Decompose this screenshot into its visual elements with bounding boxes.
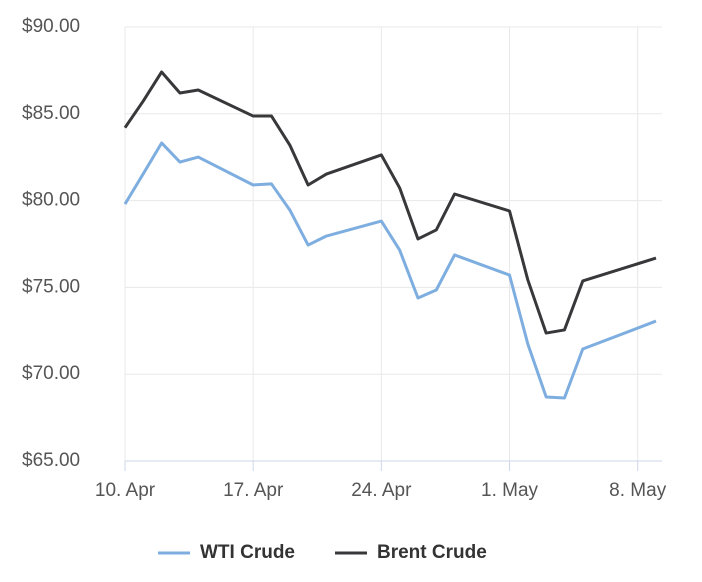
- x-tick-label: 10. Apr: [95, 480, 156, 501]
- y-tick-label: $85.00: [22, 103, 80, 124]
- y-tick-label: $75.00: [22, 276, 80, 297]
- x-tick-label: 8. May: [609, 480, 667, 501]
- x-tick-label: 1. May: [481, 480, 539, 501]
- y-tick-label: $90.00: [22, 16, 80, 37]
- x-tick-label: 24. Apr: [351, 480, 412, 501]
- y-tick-label: $70.00: [22, 363, 80, 384]
- legend-label: Brent Crude: [377, 542, 487, 563]
- grid: [124, 26, 662, 462]
- x-tick-label: 17. Apr: [223, 480, 284, 501]
- y-tick-label: $65.00: [22, 450, 80, 471]
- legend: WTI Crude Brent Crude: [158, 542, 487, 563]
- series-line: [123, 70, 657, 335]
- legend-label: WTI Crude: [200, 542, 295, 563]
- y-tick-label: $80.00: [22, 190, 80, 211]
- series-line: [123, 141, 657, 400]
